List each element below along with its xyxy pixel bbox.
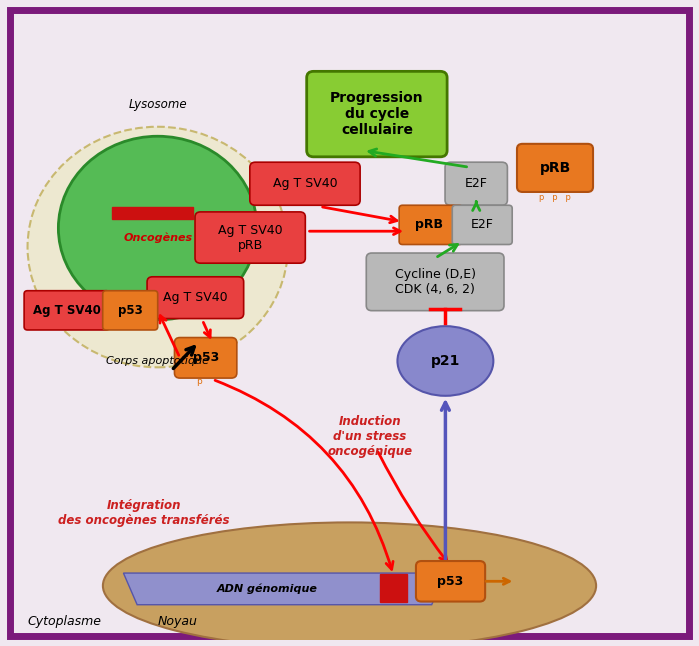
Text: Induction
d'un stress
oncogénique: Induction d'un stress oncogénique [328,415,412,459]
Text: Corps apoptotique: Corps apoptotique [106,356,209,366]
FancyBboxPatch shape [147,276,244,318]
FancyBboxPatch shape [517,144,593,192]
Text: Ag T SV40: Ag T SV40 [273,177,338,190]
Text: E2F: E2F [465,177,488,190]
FancyBboxPatch shape [103,291,158,330]
FancyBboxPatch shape [366,253,504,311]
FancyBboxPatch shape [399,205,463,244]
Text: pRB: pRB [415,218,443,231]
Ellipse shape [103,523,596,646]
Text: Progression
du cycle
cellulaire: Progression du cycle cellulaire [330,91,424,138]
FancyBboxPatch shape [307,71,447,157]
Text: p: p [196,377,202,386]
FancyBboxPatch shape [445,162,507,205]
Text: p53: p53 [118,304,143,317]
Ellipse shape [398,326,493,396]
Text: p   p   p: p p p [539,193,571,202]
Text: pRB: pRB [540,161,570,175]
Text: Ag T SV40
pRB: Ag T SV40 pRB [218,224,282,251]
FancyBboxPatch shape [24,291,110,330]
Text: Intégration
des oncogènes transférés: Intégration des oncogènes transférés [58,499,230,527]
Circle shape [27,127,288,368]
FancyBboxPatch shape [452,205,512,244]
Polygon shape [124,573,445,605]
Text: E2F: E2F [471,218,493,231]
FancyBboxPatch shape [113,207,193,219]
FancyBboxPatch shape [195,212,305,263]
Text: Oncogènes: Oncogènes [123,233,192,243]
Text: Ag T SV40: Ag T SV40 [33,304,101,317]
Text: Ag T SV40: Ag T SV40 [163,291,228,304]
Text: p53: p53 [192,351,219,364]
FancyBboxPatch shape [175,338,237,378]
Text: p53: p53 [438,575,463,588]
Text: Cytoplasme: Cytoplasme [27,615,101,629]
FancyBboxPatch shape [250,162,360,205]
Circle shape [59,136,257,320]
Text: Lysosome: Lysosome [129,98,187,111]
FancyBboxPatch shape [380,574,407,602]
Text: ADN génomique: ADN génomique [217,583,318,594]
FancyBboxPatch shape [416,561,485,601]
Text: p21: p21 [431,354,460,368]
Text: Noyau: Noyau [158,615,198,629]
Text: Cycline (D,E)
CDK (4, 6, 2): Cycline (D,E) CDK (4, 6, 2) [395,268,475,296]
